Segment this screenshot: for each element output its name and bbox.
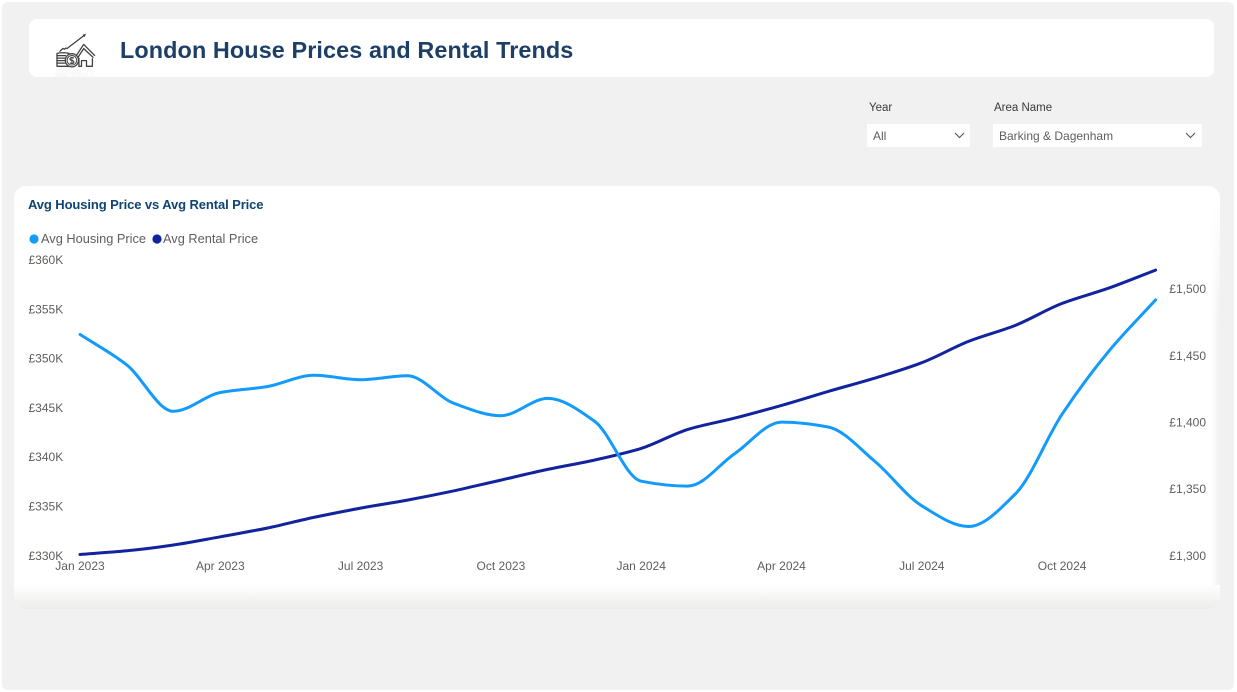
svg-text:£1,400: £1,400	[1169, 416, 1206, 430]
svg-text:Jul 2024: Jul 2024	[899, 559, 945, 573]
svg-text:Oct 2024: Oct 2024	[1038, 559, 1087, 573]
svg-text:Oct 2023: Oct 2023	[477, 559, 526, 573]
svg-text:£1,300: £1,300	[1169, 549, 1206, 563]
svg-text:£1,450: £1,450	[1169, 349, 1206, 363]
svg-text:£330K: £330K	[29, 549, 64, 563]
svg-text:Avg Rental Price: Avg Rental Price	[163, 231, 258, 246]
svg-text:£345K: £345K	[29, 401, 64, 415]
svg-text:Apr 2024: Apr 2024	[757, 559, 806, 573]
svg-text:Jan 2024: Jan 2024	[617, 559, 667, 573]
svg-text:£360K: £360K	[29, 253, 64, 267]
svg-text:£1,350: £1,350	[1169, 482, 1206, 496]
svg-text:£1,500: £1,500	[1169, 282, 1206, 296]
svg-text:£355K: £355K	[29, 303, 64, 317]
svg-text:£335K: £335K	[29, 500, 64, 514]
svg-text:Avg Housing Price: Avg Housing Price	[41, 231, 146, 246]
svg-text:Apr 2023: Apr 2023	[196, 559, 245, 573]
svg-text:Jan 2023: Jan 2023	[55, 559, 105, 573]
svg-text:£350K: £350K	[29, 352, 64, 366]
svg-text:£340K: £340K	[29, 450, 64, 464]
svg-text:Jul 2023: Jul 2023	[338, 559, 384, 573]
